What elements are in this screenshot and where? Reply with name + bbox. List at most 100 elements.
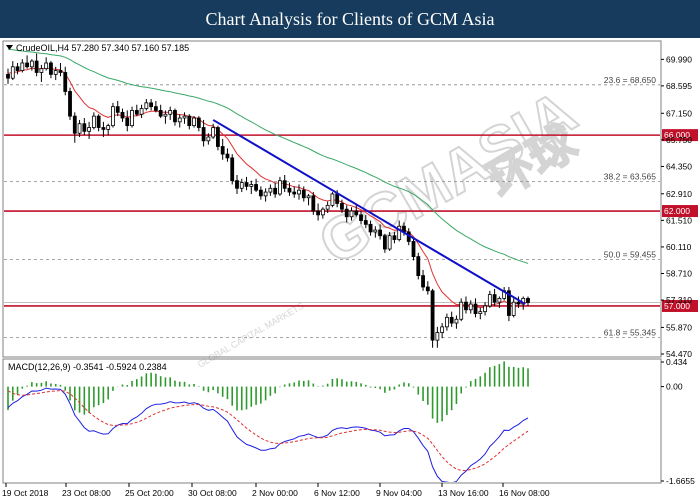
candle-body [306, 195, 311, 199]
candle-body [25, 62, 29, 68]
candle [10, 61, 15, 81]
candle-body [359, 214, 363, 221]
candle [454, 315, 459, 329]
candle [378, 224, 383, 240]
candle-body [344, 208, 349, 218]
candle [373, 226, 378, 238]
candle [416, 252, 421, 280]
candle-body [220, 146, 225, 155]
candle-body [249, 184, 254, 187]
level-label: 57.000 [664, 301, 690, 311]
candle-body [149, 102, 154, 108]
candle-body [325, 204, 330, 210]
candle-body [153, 106, 158, 111]
candle [483, 302, 487, 316]
candle [44, 57, 49, 71]
candle-body [421, 275, 425, 288]
candle-body [416, 256, 421, 276]
candle [177, 114, 182, 128]
candle [34, 53, 39, 77]
candle-body [187, 115, 192, 127]
macd-line [7, 387, 529, 482]
candle [163, 110, 168, 124]
candle [216, 125, 220, 151]
candle [130, 106, 134, 128]
candle [173, 108, 177, 126]
candle-body [39, 68, 44, 73]
candle-body [349, 210, 354, 218]
y-tick-label: 65.750 [666, 135, 692, 145]
candle [134, 104, 139, 117]
candle-body [373, 229, 378, 233]
y-tick-label: 62.910 [666, 189, 692, 199]
symbol-dropdown-icon[interactable] [6, 45, 13, 50]
candle-body [235, 180, 239, 189]
candle [464, 296, 468, 314]
candle [349, 207, 354, 221]
candle [449, 311, 454, 327]
candle-body [15, 66, 20, 71]
candle [192, 116, 196, 128]
candle-body [125, 117, 130, 127]
candle-body [254, 184, 258, 191]
candle-body [68, 91, 72, 117]
candle-body [211, 127, 216, 138]
candle [158, 104, 163, 119]
candle-body [387, 235, 392, 250]
macd-y-tick-label: 0.434 [666, 357, 688, 367]
level-tag [662, 205, 698, 218]
candle-body [292, 191, 297, 195]
candle [235, 174, 239, 194]
candle [316, 203, 320, 221]
x-tick-label: 2 Nov 00:00 [252, 488, 298, 498]
candle-body [173, 110, 177, 123]
x-tick-label: 13 Nov 16:00 [438, 488, 489, 498]
candle [340, 199, 344, 213]
candle-body [77, 123, 82, 134]
candle-body [268, 187, 273, 193]
candle [411, 237, 416, 261]
candle [63, 66, 68, 96]
candle [516, 296, 521, 308]
candle [268, 184, 273, 196]
candle-body [29, 60, 34, 68]
candle-body [120, 111, 125, 119]
candle [359, 211, 363, 225]
candle [444, 313, 449, 331]
candle-body [216, 127, 220, 147]
candle [273, 182, 278, 198]
candle [330, 192, 335, 208]
candle-body [91, 115, 96, 128]
level-tag [662, 299, 698, 312]
y-tick-label: 55.870 [666, 322, 692, 332]
candle [101, 121, 106, 138]
candle [421, 269, 425, 291]
candle [292, 186, 297, 198]
candle [77, 119, 82, 138]
candle-body [459, 301, 464, 320]
candle-body [282, 180, 287, 189]
candle [368, 220, 373, 236]
candle [20, 59, 25, 73]
candle [473, 298, 478, 318]
candle-body [58, 70, 63, 73]
candle-body [516, 301, 521, 305]
fib-label: 23.6 = 68.650 [604, 75, 657, 85]
candle [96, 114, 101, 132]
candle [87, 121, 92, 139]
ema-slow-line [7, 48, 529, 264]
candle-body [440, 326, 445, 333]
trendline [212, 119, 526, 305]
candle-body [378, 229, 383, 237]
candle-body [511, 301, 516, 316]
candle [125, 110, 130, 132]
candle-body [397, 225, 402, 240]
candle [220, 138, 225, 160]
candle [111, 102, 115, 128]
y-tick-label: 64.350 [666, 161, 692, 171]
candle-body [244, 182, 249, 187]
candle [25, 55, 29, 69]
candle-body [163, 113, 168, 117]
candle [91, 112, 96, 130]
candle [526, 296, 530, 306]
